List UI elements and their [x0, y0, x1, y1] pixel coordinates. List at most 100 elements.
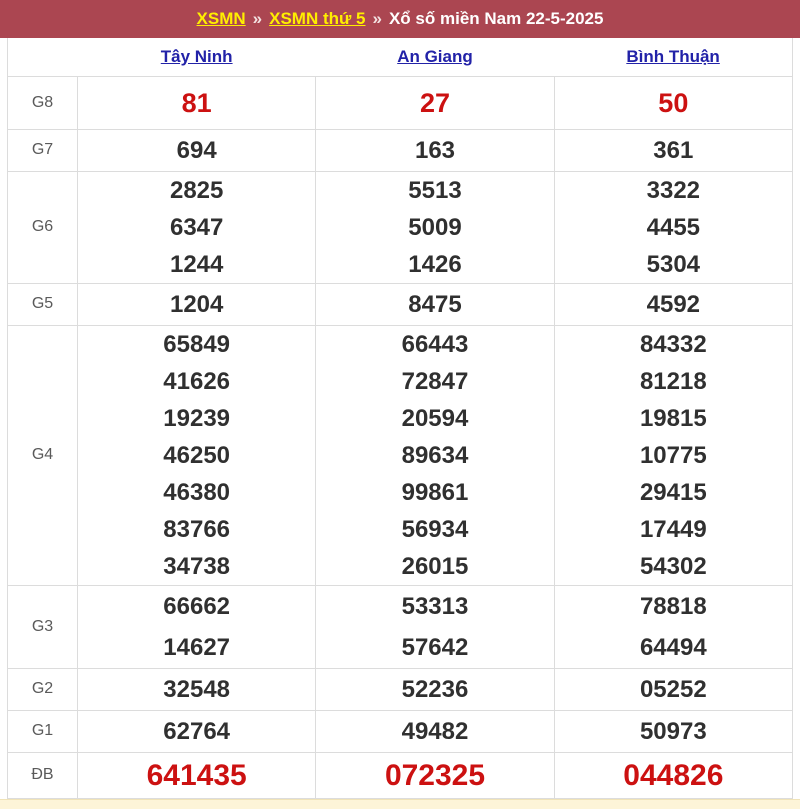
prize-number: 361 [653, 136, 694, 164]
province-header-cell: Tây Ninh [77, 38, 316, 77]
prize-row-g5: G5 1204 8475 4592 [7, 282, 794, 326]
prize-cell: 641435 [76, 751, 317, 799]
prize-number: 99861 [401, 478, 469, 506]
prize-number: 41626 [163, 367, 231, 395]
prize-number: 19239 [163, 404, 231, 432]
prize-number: 65849 [163, 330, 231, 358]
prize-row-g4: G4 65849 41626 19239 46250 46380 83766 34738 664… [7, 324, 794, 586]
breadcrumb: XSMN » XSMN thứ 5 » Xổ số miền Nam 22-5-… [0, 0, 800, 38]
prize-number: 5513 [408, 176, 462, 204]
prize-cell: 52236 [315, 667, 555, 711]
prize-cell: 361 [553, 128, 794, 172]
prize-row-g7: G7 694 163 361 [7, 128, 794, 172]
province-link-3[interactable]: Bình Thuận [626, 46, 720, 66]
prize-cell: 27 [315, 75, 555, 130]
prize-number: 62764 [163, 717, 231, 745]
prize-number: 694 [176, 136, 217, 164]
row-label: G5 [7, 282, 78, 326]
prize-cell: 1204 [76, 282, 317, 326]
prize-cell: 66662 14627 [76, 584, 317, 669]
prize-number: 26015 [401, 552, 469, 580]
prize-number: 78818 [639, 592, 707, 620]
prize-number: 56934 [401, 515, 469, 543]
prize-number: 34738 [163, 552, 231, 580]
prize-cell: 81 [76, 75, 317, 130]
prize-number: 50 [658, 87, 689, 118]
footer-strip [0, 798, 800, 809]
prize-number: 19815 [639, 404, 707, 432]
prize-number: 72847 [401, 367, 469, 395]
row-label: G6 [7, 170, 78, 284]
prize-number: 05252 [639, 675, 707, 703]
row-label: G1 [7, 709, 78, 753]
prize-row-db: ĐB 641435 072325 044826 [7, 751, 794, 799]
prize-cell: 8475 [315, 282, 555, 326]
prize-number: 044826 [623, 758, 724, 792]
prize-number: 81 [181, 87, 212, 118]
prize-number: 17449 [639, 515, 707, 543]
prize-row-g8: G8 81 27 50 [7, 75, 794, 130]
prize-number: 89634 [401, 441, 469, 469]
prize-number: 1244 [169, 250, 224, 278]
prize-cell: 5513 5009 1426 [315, 170, 555, 284]
prize-number: 46250 [163, 441, 231, 469]
prize-number: 81218 [639, 367, 707, 395]
row-label: G3 [7, 584, 78, 669]
prize-row-g3: G3 66662 14627 53313 57642 78818 64494 [7, 584, 794, 669]
prize-number: 83766 [163, 515, 231, 543]
prize-cell: 3322 4455 5304 [553, 170, 794, 284]
prize-number: 46380 [163, 478, 231, 506]
prize-cell: 163 [315, 128, 555, 172]
corner-cell [7, 38, 78, 77]
row-label: G7 [7, 128, 78, 172]
breadcrumb-link-xsmn[interactable]: XSMN [196, 9, 246, 28]
prize-number: 5009 [408, 213, 462, 241]
prize-number: 64494 [639, 633, 707, 661]
prize-cell: 62764 [76, 709, 317, 753]
prize-cell: 53313 57642 [315, 584, 555, 669]
breadcrumb-separator: » [252, 9, 263, 28]
prize-cell: 66443 72847 20594 89634 99861 56934 26015 [315, 324, 555, 586]
row-label: G8 [7, 75, 78, 130]
province-header-row: Tây Ninh An Giang Bình Thuận [7, 38, 793, 77]
province-header-cell: An Giang [315, 38, 555, 77]
prize-number: 3322 [646, 176, 701, 204]
prize-number: 29415 [639, 478, 707, 506]
prize-number: 20594 [401, 404, 469, 432]
prize-number: 5304 [646, 250, 701, 278]
prize-number: 8475 [408, 290, 462, 318]
prize-number: 1426 [408, 250, 462, 278]
prize-cell: 694 [76, 128, 317, 172]
prize-number: 6347 [169, 213, 224, 241]
prize-cell: 4592 [553, 282, 794, 326]
prize-number: 66662 [163, 592, 231, 620]
province-link-2[interactable]: An Giang [397, 46, 473, 66]
breadcrumb-link-xsmn-thu-5[interactable]: XSMN thứ 5 [269, 9, 366, 28]
prize-number: 1204 [169, 290, 224, 318]
row-label: G4 [7, 324, 78, 586]
prize-number: 50973 [639, 717, 707, 745]
prize-cell: 072325 [315, 751, 555, 799]
prize-table: Tây Ninh An Giang Bình Thuận G8 81 27 50 G7 694… [7, 38, 794, 799]
prize-cell: 65849 41626 19239 46250 46380 83766 34738 [76, 324, 317, 586]
prize-number: 49482 [401, 717, 469, 745]
prize-cell: 78818 64494 [553, 584, 794, 669]
prize-number: 27 [419, 87, 451, 118]
prize-number: 53313 [401, 592, 469, 620]
prize-cell: 50973 [553, 709, 794, 753]
prize-number: 072325 [384, 758, 486, 792]
prize-cell: 50 [553, 75, 794, 130]
prize-cell: 2825 6347 1244 [76, 170, 317, 284]
prize-number: 4592 [646, 290, 701, 318]
prize-number: 57642 [401, 633, 469, 661]
prize-number: 2825 [169, 176, 224, 204]
prize-row-g2: G2 32548 52236 05252 [7, 667, 794, 711]
breadcrumb-separator: » [372, 9, 382, 28]
prize-row-g6: G6 2825 6347 1244 5513 5009 1426 3322 4455 5304 [7, 170, 794, 284]
row-label: G2 [7, 667, 78, 711]
breadcrumb-current-page: Xổ số miền Nam 22-5-2025 [388, 9, 604, 28]
prize-cell: 84332 81218 19815 10775 29415 17449 54302 [553, 324, 794, 586]
prize-number: 163 [414, 136, 456, 164]
prize-cell: 49482 [315, 709, 555, 753]
province-link-1[interactable]: Tây Ninh [160, 46, 233, 66]
